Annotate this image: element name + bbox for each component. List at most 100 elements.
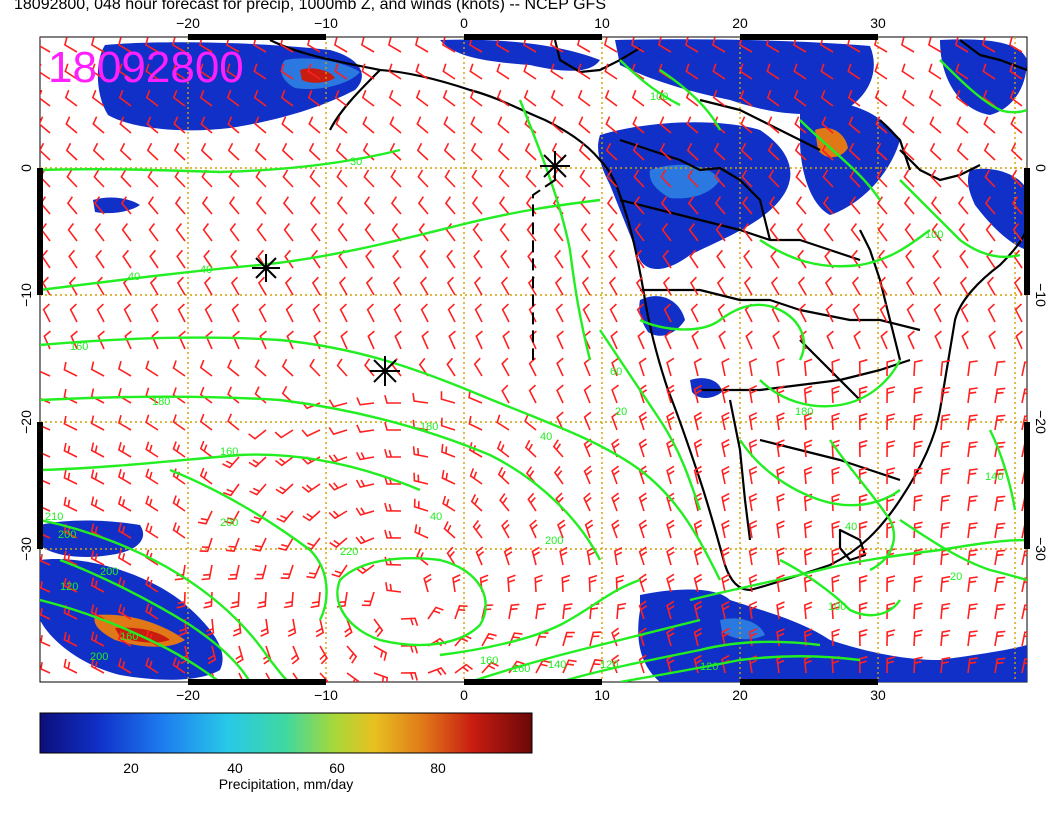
wind-barb xyxy=(739,89,753,107)
wind-barb xyxy=(91,89,105,107)
wind-barb xyxy=(249,483,267,496)
wind-barb xyxy=(1010,142,1023,161)
contour-label: 200 xyxy=(545,535,563,547)
contour-label: 120 xyxy=(60,581,78,593)
wind-barb xyxy=(201,564,213,581)
wind-barb xyxy=(339,303,348,323)
wind-barb xyxy=(940,440,951,458)
wind-barb xyxy=(666,411,675,431)
wind-barb xyxy=(470,116,483,134)
wind-barb xyxy=(967,657,978,674)
wind-barb xyxy=(150,303,159,323)
wind-barb xyxy=(961,330,969,350)
wind-barb xyxy=(388,89,402,107)
wind-barb xyxy=(851,276,861,296)
wind-barb xyxy=(69,303,78,323)
wind-barb xyxy=(776,493,785,512)
wind-barb xyxy=(771,303,780,323)
wind-barb xyxy=(470,494,483,512)
wind-barb xyxy=(994,468,1006,485)
wind-barb xyxy=(831,547,840,566)
wind-barb xyxy=(666,519,675,539)
wind-barb xyxy=(693,519,703,539)
wind-barb xyxy=(638,492,648,512)
wind-barb xyxy=(967,522,978,539)
wind-barb xyxy=(929,142,942,161)
wind-barb xyxy=(309,196,321,215)
x-tick-label: 30 xyxy=(870,15,886,31)
wind-barb xyxy=(394,330,402,350)
wind-barb xyxy=(666,546,675,566)
wind-barb xyxy=(90,550,105,566)
wind-barb xyxy=(475,330,483,350)
wind-barb xyxy=(613,547,623,566)
wind-barb xyxy=(553,223,564,242)
wind-barb xyxy=(803,466,813,485)
wind-barb xyxy=(770,276,780,296)
wind-barb xyxy=(227,359,240,377)
wind-barb xyxy=(205,330,213,350)
wind-barb xyxy=(803,601,813,620)
wind-barb xyxy=(222,456,240,469)
wind-barb xyxy=(365,249,375,269)
wind-barb xyxy=(200,116,213,134)
wind-barb xyxy=(721,411,730,431)
wind-barb xyxy=(259,330,267,350)
wind-barb xyxy=(497,466,510,485)
wind-barb xyxy=(146,142,159,161)
wind-barb xyxy=(556,384,564,404)
wind-barb xyxy=(232,330,240,350)
wind-barb xyxy=(525,169,537,188)
wind-barb xyxy=(260,618,269,637)
wind-barb xyxy=(387,37,402,53)
wind-barb xyxy=(766,89,780,107)
wind-barb xyxy=(388,63,402,80)
wind-barb xyxy=(662,249,672,269)
wind-barb xyxy=(90,658,105,674)
wind-barb xyxy=(721,492,730,512)
wind-barb xyxy=(803,412,813,431)
contour-label: 180 xyxy=(152,396,170,408)
wind-barb xyxy=(718,330,726,350)
wind-barb xyxy=(93,169,105,188)
wind-barb xyxy=(994,576,1006,593)
wind-barb xyxy=(144,37,159,53)
contour-label: 20 xyxy=(950,571,962,583)
wind-barb xyxy=(90,442,105,458)
wind-barb xyxy=(365,276,375,296)
wind-barb xyxy=(254,564,267,580)
wind-barb xyxy=(200,142,213,161)
wind-barb xyxy=(281,385,294,404)
wind-barb xyxy=(589,659,604,674)
wind-barb xyxy=(328,399,348,408)
contour-label: 120 xyxy=(700,661,718,673)
wind-barb xyxy=(1021,604,1027,620)
wind-barb xyxy=(373,618,384,638)
wind-barb xyxy=(903,169,915,188)
wind-barb xyxy=(994,603,1006,620)
wind-barb xyxy=(664,330,672,350)
wind-barb xyxy=(967,576,978,593)
wind-barb xyxy=(581,249,591,269)
track-line xyxy=(532,179,556,360)
wind-barb xyxy=(940,359,951,377)
wind-barb xyxy=(803,520,813,539)
wind-barb xyxy=(290,645,300,665)
wind-barb xyxy=(474,303,483,323)
wind-barb xyxy=(123,303,132,323)
wind-barb xyxy=(356,424,375,433)
wind-barb xyxy=(507,574,516,593)
wind-barb xyxy=(1009,63,1023,80)
wind-barb xyxy=(287,618,297,637)
x-tick-label: −10 xyxy=(314,15,338,31)
wind-barb xyxy=(795,196,807,215)
wind-barb xyxy=(994,495,1006,512)
wind-barb xyxy=(589,631,602,647)
wind-barb xyxy=(880,330,888,350)
wind-barb xyxy=(603,37,618,53)
contour-labels: 40 40 30 160 160 180 180 200 200 200 200… xyxy=(45,91,1003,675)
wind-barb xyxy=(638,438,648,458)
wind-barb xyxy=(994,360,1006,377)
wind-barb xyxy=(63,361,78,377)
wind-barb xyxy=(693,546,703,566)
